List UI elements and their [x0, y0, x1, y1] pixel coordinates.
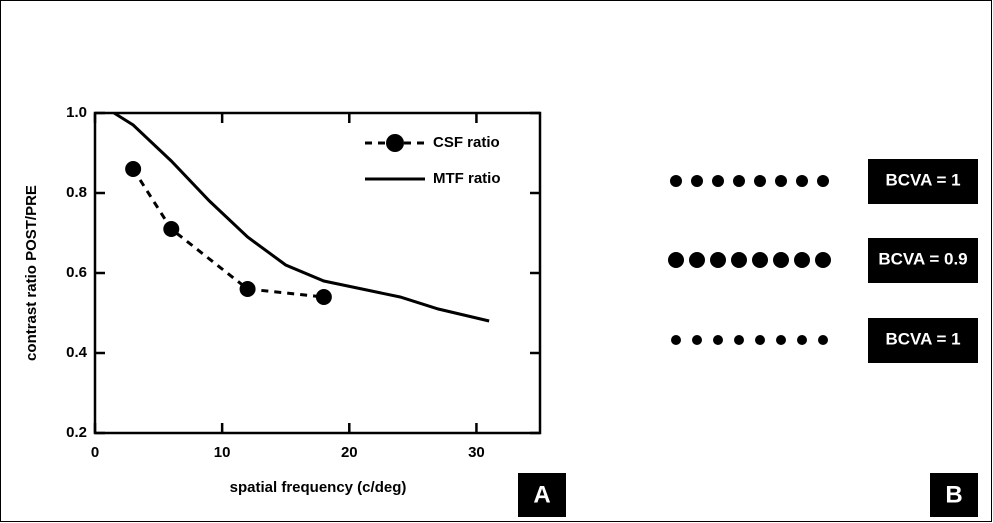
series-line — [131, 168, 325, 299]
y-tick-label: 0.2 — [66, 424, 87, 441]
optotype — [752, 252, 768, 268]
x-axis-label: spatial frequency (c/deg) — [230, 479, 407, 496]
optotype — [670, 175, 682, 187]
bcva-box — [868, 159, 978, 204]
optotype — [794, 252, 810, 268]
optotype — [754, 175, 766, 187]
x-tick-label: 0 — [91, 444, 99, 461]
data-point — [125, 161, 142, 177]
bcva-box — [868, 238, 978, 283]
panel-b-box — [930, 473, 978, 517]
data-point — [239, 281, 256, 297]
optotype — [734, 335, 744, 345]
optotype — [671, 335, 681, 345]
optotype — [691, 175, 703, 187]
bcva-box — [868, 318, 978, 363]
legend-label: CSF ratio — [433, 134, 500, 151]
optotype — [712, 175, 724, 187]
optotype — [817, 175, 829, 187]
optotype — [713, 335, 723, 345]
data-point — [315, 289, 332, 305]
legend-marker — [386, 134, 404, 152]
y-axis-label: contrast ratio POST/PRE — [23, 185, 40, 361]
series-line — [113, 111, 490, 323]
optotype — [773, 252, 789, 268]
bcva-label: BCVA = 1 — [885, 329, 960, 348]
optotype — [775, 175, 787, 187]
x-tick-label: 30 — [468, 444, 485, 461]
optotype — [796, 175, 808, 187]
optotype — [689, 252, 705, 268]
x-tick-label: 20 — [341, 444, 358, 461]
optotype — [733, 175, 745, 187]
y-tick-label: 1.0 — [66, 104, 87, 121]
optotype — [710, 252, 726, 268]
panel-a-box — [518, 473, 566, 517]
optotype — [797, 335, 807, 345]
optotype — [731, 252, 747, 268]
bcva-label: BCVA = 0.9 — [878, 249, 967, 268]
optotype — [815, 252, 831, 268]
optotype — [755, 335, 765, 345]
optotype — [818, 335, 828, 345]
optotype-rows — [668, 175, 831, 345]
y-tick-label: 0.6 — [66, 264, 87, 281]
panel-a-label: A — [533, 481, 550, 508]
legend-label: MTF ratio — [433, 170, 501, 187]
optotype — [668, 252, 684, 268]
optotype — [776, 335, 786, 345]
panel-b-label: B — [945, 481, 962, 508]
y-tick-label: 0.8 — [66, 184, 87, 201]
data-point — [163, 221, 180, 237]
x-tick-label: 10 — [214, 444, 231, 461]
y-tick-label: 0.4 — [66, 344, 88, 361]
bcva-label: BCVA = 1 — [885, 170, 960, 189]
optotype — [692, 335, 702, 345]
